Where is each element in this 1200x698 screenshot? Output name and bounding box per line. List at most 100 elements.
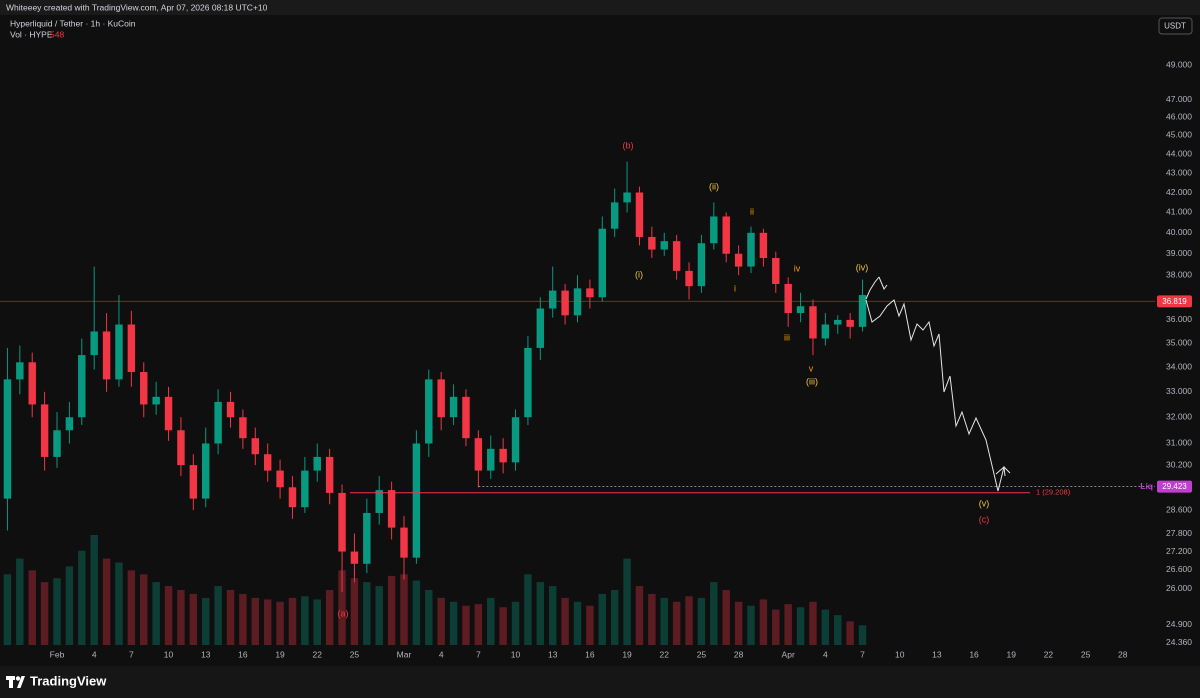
volume-bar <box>821 609 830 645</box>
candle-body <box>536 308 545 348</box>
volume-bar <box>127 570 136 645</box>
projection-path <box>865 276 880 300</box>
candle-body <box>598 228 607 298</box>
y-tick-label: 49.000 <box>1166 59 1192 69</box>
x-tick-label: 19 <box>275 649 285 659</box>
x-tick-label: 28 <box>734 649 744 659</box>
volume-bar <box>53 578 61 645</box>
volume-bar <box>102 558 111 645</box>
volume-bar <box>140 574 148 645</box>
candle-body <box>350 551 359 564</box>
candle-body <box>722 216 730 254</box>
volume-bar <box>610 590 619 645</box>
candle-body <box>511 417 520 463</box>
volume-value: 548 <box>50 29 64 39</box>
volume-bar <box>747 605 755 645</box>
x-tick-label: 4 <box>823 649 828 659</box>
volume-bar <box>648 593 656 645</box>
volume-bar <box>325 590 334 645</box>
y-tick-label: 27.200 <box>1166 546 1192 556</box>
candle-body <box>846 319 854 327</box>
x-tick-label: 10 <box>895 649 905 659</box>
x-tick-label: 19 <box>1007 649 1017 659</box>
candle-body <box>623 192 631 203</box>
wave-label: (ii) <box>709 181 719 191</box>
volume-bar <box>685 596 693 645</box>
candle-body <box>177 430 185 466</box>
y-tick-label: 24.900 <box>1166 619 1192 629</box>
wave-label: v <box>809 363 814 373</box>
candle-body <box>425 379 433 444</box>
volume-bar <box>276 601 284 645</box>
candle-body <box>78 355 86 418</box>
x-tick-label: 7 <box>129 649 134 659</box>
x-tick-label: 25 <box>697 649 707 659</box>
volume-bar <box>338 570 346 645</box>
candle-body <box>164 396 173 431</box>
x-tick-label: 4 <box>92 649 97 659</box>
candle-body <box>660 241 668 250</box>
volume-bar <box>437 597 445 645</box>
y-tick-label: 33.000 <box>1166 386 1192 396</box>
candle-body <box>102 331 111 380</box>
y-tick-label: 34.000 <box>1166 361 1192 371</box>
volume-bar <box>635 586 644 645</box>
volume-bar <box>846 621 854 645</box>
volume-bar <box>189 593 198 645</box>
candle-body <box>772 258 780 284</box>
volume-bar <box>548 586 557 645</box>
candle-body <box>487 448 495 471</box>
candle-body <box>734 253 743 267</box>
candle-body <box>375 490 383 513</box>
candle-body <box>90 331 98 356</box>
x-tick-label: 22 <box>313 649 323 659</box>
volume-bar <box>672 601 681 645</box>
volume-bar <box>65 566 74 645</box>
volume-bar <box>598 593 607 645</box>
x-tick-label: 28 <box>1118 649 1128 659</box>
y-tick-label: 36.000 <box>1166 314 1192 324</box>
candle-body <box>239 417 247 439</box>
candle-body <box>313 456 321 471</box>
x-tick-label: Mar <box>397 649 412 659</box>
candle-body <box>759 232 768 259</box>
volume-bar <box>561 597 569 645</box>
volume-bar <box>710 582 718 645</box>
volume-bar <box>350 578 359 645</box>
volume-bar <box>16 558 24 645</box>
x-tick-label: 13 <box>932 649 942 659</box>
x-tick-label: 16 <box>585 649 595 659</box>
x-tick-label: 13 <box>201 649 211 659</box>
y-tick-label: 42.000 <box>1166 187 1192 197</box>
candle-body <box>189 465 198 499</box>
volume-bar <box>759 599 768 645</box>
volume-bar <box>474 604 483 645</box>
x-tick-label: 22 <box>660 649 670 659</box>
volume-bar <box>796 607 805 645</box>
candle-body <box>697 243 706 287</box>
plot: 49.000 47.000 46.000 45.000 44.000 43.000 42.0… <box>0 59 1192 659</box>
candle-body <box>499 448 507 463</box>
y-tick-label: 24.360 <box>1166 637 1192 647</box>
y-tick-label: 30.200 <box>1166 459 1192 469</box>
y-tick-label: 26.000 <box>1166 583 1192 593</box>
candle-body <box>449 396 458 418</box>
volume-bar <box>499 607 507 645</box>
x-tick-label: 16 <box>969 649 979 659</box>
volume-bar <box>524 574 532 645</box>
candle-body <box>474 438 483 471</box>
volume-bar <box>449 601 458 645</box>
wave-label: ii <box>750 206 754 216</box>
volume-bar <box>177 590 185 645</box>
candle-body <box>462 396 470 439</box>
wave-label: i <box>734 283 736 293</box>
candle-body <box>115 324 123 380</box>
volume-bar <box>809 601 817 645</box>
candle-body <box>610 202 619 229</box>
volume-bar <box>78 550 86 645</box>
currency-box[interactable] <box>1158 17 1193 35</box>
volume-bar <box>834 615 842 645</box>
candle-body <box>648 236 656 250</box>
symbol-line: Hyperliquid / Tether · 1h · KuCoin <box>10 18 136 28</box>
candle-body <box>202 443 210 499</box>
